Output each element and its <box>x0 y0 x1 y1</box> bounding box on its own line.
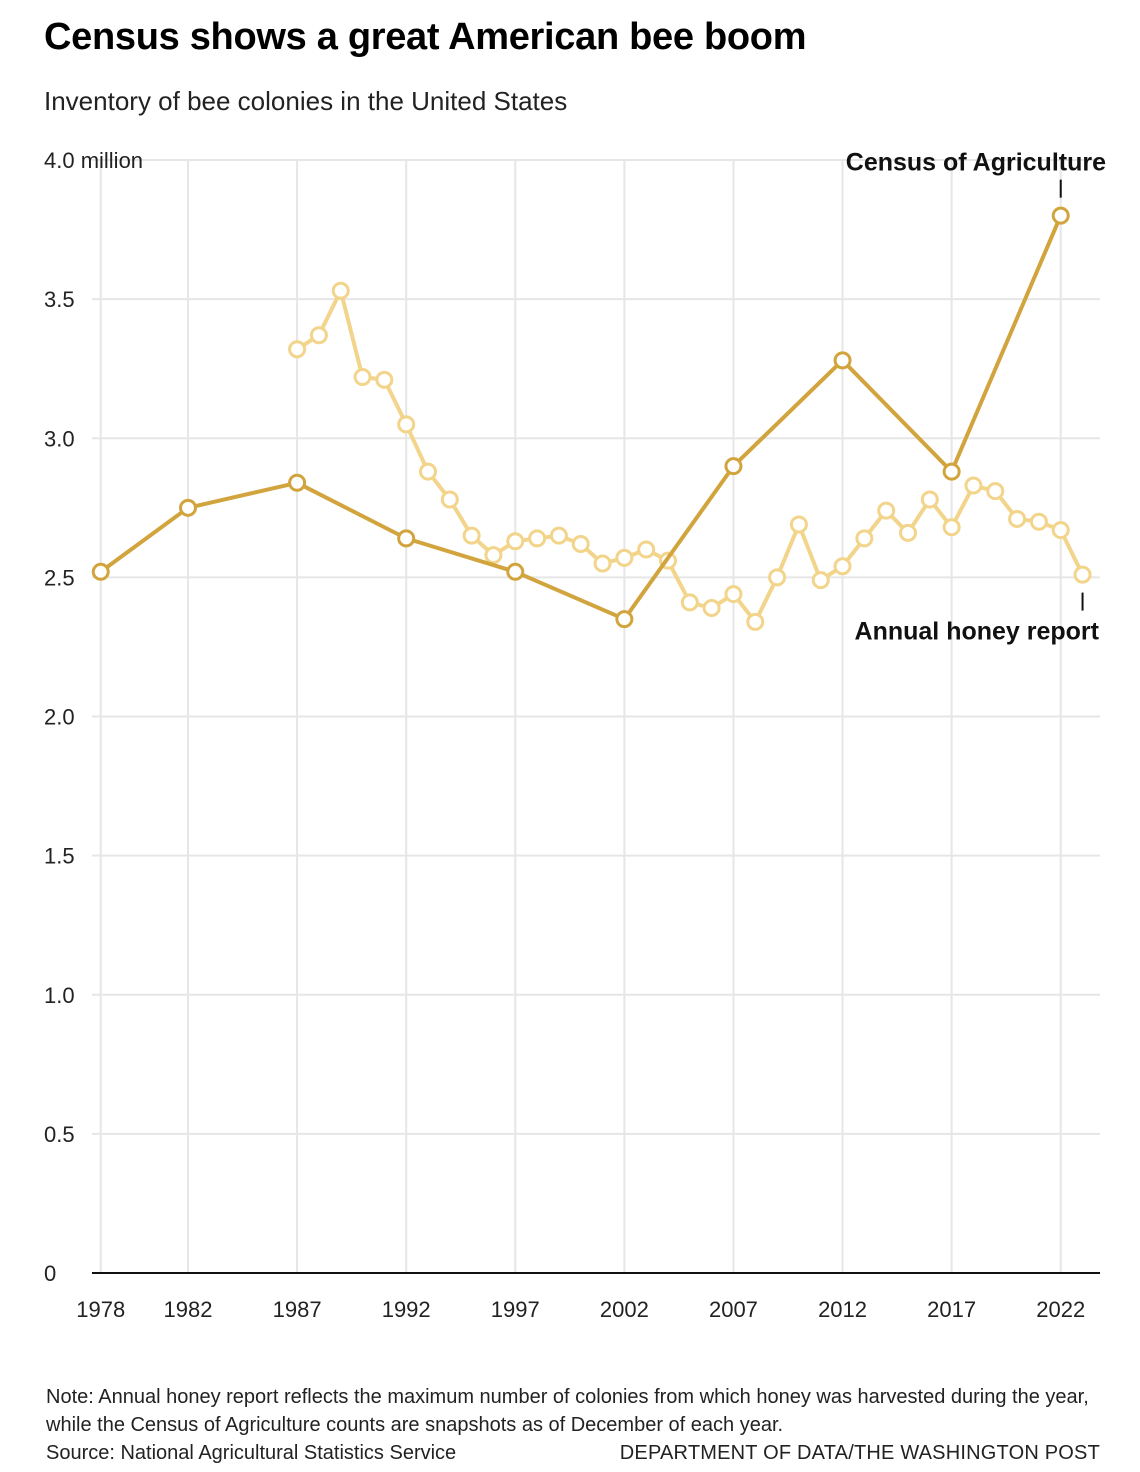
source-line: Source: National Agricultural Statistics… <box>46 1442 457 1464</box>
data-point <box>789 515 808 534</box>
data-point <box>1051 206 1070 225</box>
data-point <box>615 548 634 567</box>
data-point <box>1008 509 1027 528</box>
x-tick-label: 1987 <box>273 1297 322 1322</box>
data-point <box>942 462 961 481</box>
chart-note: Note: Annual honey report reflects the m… <box>46 1386 1089 1436</box>
data-point <box>288 473 307 492</box>
series-line-census-of-agriculture <box>98 213 1063 622</box>
data-point <box>1029 512 1048 531</box>
data-point <box>833 557 852 576</box>
data-point <box>1051 521 1070 540</box>
data-point <box>549 526 568 545</box>
y-tick-label: 3.0 <box>44 426 75 451</box>
x-tick-label: 1992 <box>382 1297 431 1322</box>
data-point <box>353 368 372 387</box>
data-point <box>484 546 503 565</box>
data-point <box>309 326 328 345</box>
y-tick-label: 1.5 <box>44 844 75 869</box>
x-tick-label: 2017 <box>927 1297 976 1322</box>
data-point <box>615 610 634 629</box>
y-tick-label: 3.5 <box>44 287 75 312</box>
gridlines <box>92 159 1100 1273</box>
data-point <box>419 462 437 481</box>
data-point <box>680 593 699 612</box>
annotation-label-honey: Annual honey report <box>855 618 1100 646</box>
series-census-of-agriculture <box>91 206 1070 629</box>
data-point <box>397 415 416 434</box>
data-point <box>899 523 917 542</box>
data-point <box>440 490 459 509</box>
data-point <box>833 351 852 370</box>
data-point <box>462 526 481 545</box>
data-point <box>179 498 197 517</box>
data-point <box>506 562 525 581</box>
data-point <box>331 281 350 300</box>
data-point <box>288 340 307 359</box>
y-tick-label: 1.0 <box>44 983 75 1008</box>
x-tick-label: 1982 <box>164 1297 213 1322</box>
chart-subtitle: Inventory of bee colonies in the United … <box>44 86 568 116</box>
data-point <box>528 529 547 548</box>
data-point <box>942 518 961 537</box>
data-point <box>746 612 765 631</box>
data-point <box>964 476 983 495</box>
series-annual-honey-report <box>288 281 1092 631</box>
data-point <box>1073 565 1092 584</box>
annotations: Census of Agriculture Annual honey report <box>846 149 1106 646</box>
data-point <box>724 457 743 476</box>
annotation-label-census: Census of Agriculture <box>846 149 1106 177</box>
data-point <box>724 585 743 604</box>
credit-line: DEPARTMENT OF DATA/THE WASHINGTON POST <box>619 1442 1100 1464</box>
data-point <box>702 598 721 617</box>
chart-title: Census shows a great American bee boom <box>44 16 807 58</box>
line-chart: 0 0.5 1.0 1.5 2.0 2.5 3.0 3.5 4.0 million 1978 198… <box>44 148 1106 1322</box>
data-point <box>397 529 416 548</box>
data-point <box>91 562 110 581</box>
series-line-annual-honey-report <box>295 288 1085 624</box>
y-tick-label: 0 <box>44 1261 56 1286</box>
series <box>91 206 1092 631</box>
x-tick-label: 1978 <box>76 1297 125 1322</box>
data-point <box>593 554 612 573</box>
data-point <box>375 370 394 389</box>
x-tick-label: 2012 <box>818 1297 867 1322</box>
data-point <box>920 490 939 509</box>
x-tick-label: 2002 <box>600 1297 649 1322</box>
y-tick-label: 2.5 <box>44 565 75 590</box>
data-point <box>506 532 525 551</box>
data-point <box>571 534 590 553</box>
axes: 0 0.5 1.0 1.5 2.0 2.5 3.0 3.5 4.0 million 1978 198… <box>44 148 1100 1322</box>
y-tick-label: 0.5 <box>44 1122 75 1147</box>
data-point <box>855 529 874 548</box>
data-point <box>768 568 787 587</box>
y-tick-label: 4.0 million <box>44 148 143 173</box>
x-tick-label: 2022 <box>1036 1297 1085 1322</box>
data-point <box>877 501 896 520</box>
y-tick-label: 2.0 <box>44 705 75 730</box>
x-tick-label: 2007 <box>709 1297 758 1322</box>
data-point <box>986 482 1005 501</box>
x-tick-label: 1997 <box>491 1297 540 1322</box>
data-point <box>637 540 656 559</box>
data-point <box>811 571 830 590</box>
